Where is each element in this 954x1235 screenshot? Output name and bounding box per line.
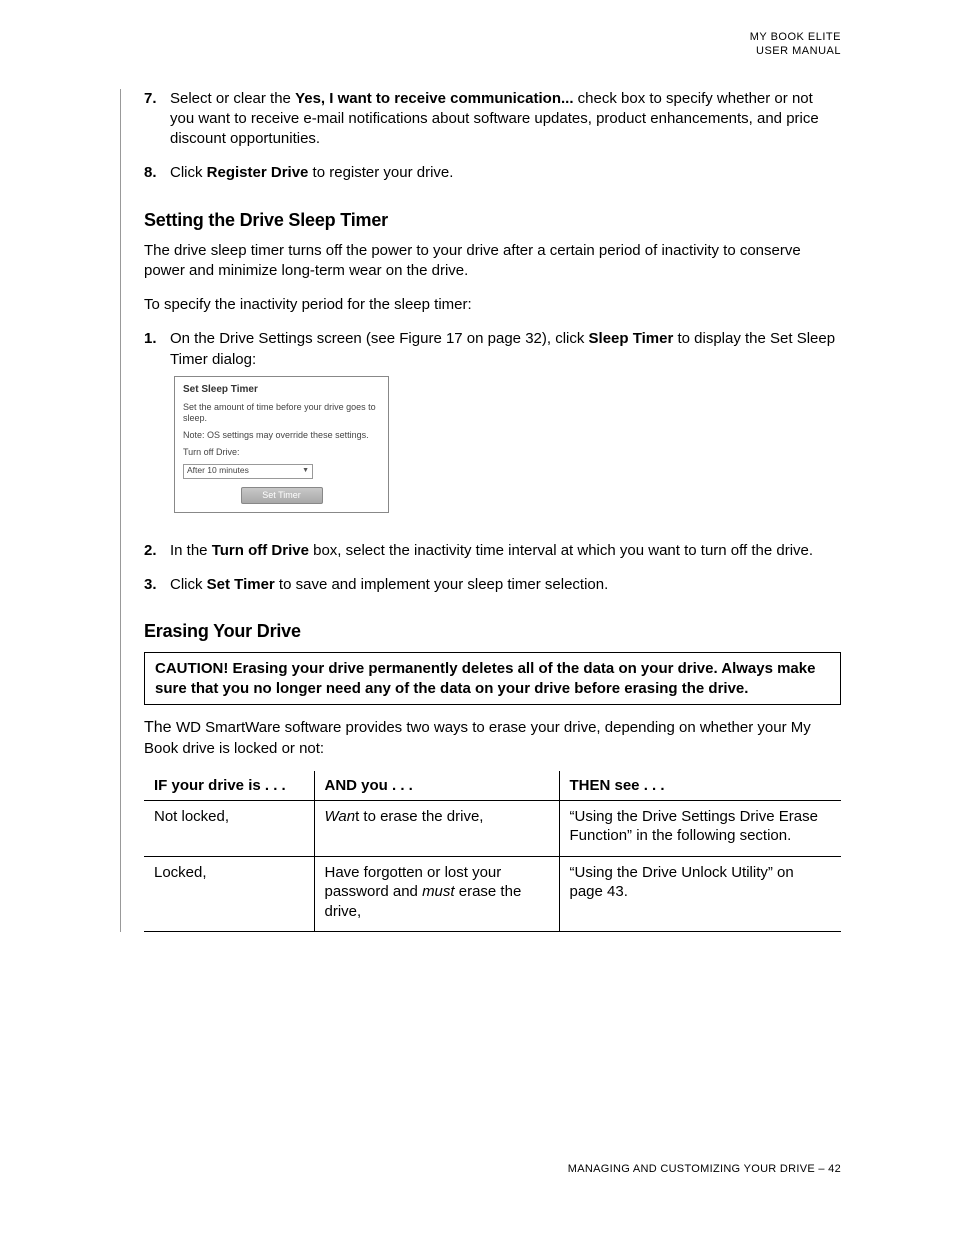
step-8: 8. Click Register Drive to register your… [144,163,841,183]
step-body: On the Drive Settings screen (see Figure… [170,329,841,526]
table-header-if: IF your drive is . . . [144,771,314,801]
page-footer: MANAGING AND CUSTOMIZING YOUR DRIVE – 42 [568,1163,841,1175]
page-header: MY BOOK ELITE USER MANUAL [143,30,841,59]
header-line2: USER MANUAL [756,45,841,57]
table-row: Locked, Have forgotten or lost your pass… [144,856,841,932]
turn-off-drive-select[interactable]: After 10 minutes ▼ [183,464,313,479]
sleep-paragraph-1: The drive sleep timer turns off the powe… [144,241,841,282]
dialog-text-2: Note: OS settings may override these set… [183,430,380,441]
sleep-step-3: 3. Click Set Timer to save and implement… [144,575,841,595]
step-body: In the Turn off Drive box, select the in… [170,541,841,561]
dialog-title: Set Sleep Timer [183,383,380,397]
cell-then-2: “Using the Drive Unlock Utility” on page… [559,856,841,932]
select-value: After 10 minutes [187,465,249,476]
heading-sleep-timer: Setting the Drive Sleep Timer [144,210,841,231]
chevron-down-icon: ▼ [302,466,309,475]
caution-box: CAUTION! Erasing your drive permanently … [144,652,841,705]
sleep-paragraph-2: To specify the inactivity period for the… [144,295,841,315]
step-body: Select or clear the Yes, I want to recei… [170,89,841,150]
checkbox-label-bold: Yes, I want to receive communication... [295,90,573,107]
step-number: 7. [144,89,170,150]
step-number: 1. [144,329,170,526]
step-body: Click Register Drive to register your dr… [170,163,841,183]
step-body: Click Set Timer to save and implement yo… [170,575,841,595]
cell-if-2: Locked, [144,856,314,932]
header-line1: MY BOOK ELITE [750,31,841,43]
sleep-step-2: 2. In the Turn off Drive box, select the… [144,541,841,561]
set-sleep-timer-dialog: Set Sleep Timer Set the amount of time b… [174,376,389,513]
dialog-text-1: Set the amount of time before your drive… [183,402,380,424]
table-header-then: THEN see . . . [559,771,841,801]
sleep-step-1: 1. On the Drive Settings screen (see Fig… [144,329,841,526]
sleep-timer-bold: Sleep Timer [589,330,674,347]
step-number: 2. [144,541,170,561]
step-number: 8. [144,163,170,183]
cell-if-1: Not locked, [144,800,314,856]
erase-intro: The WD SmartWare software provides two w… [144,717,841,759]
table-row: Not locked, Want to erase the drive, “Us… [144,800,841,856]
decision-table: IF your drive is . . . AND you . . . THE… [144,771,841,933]
heading-erasing-drive: Erasing Your Drive [144,621,841,642]
set-timer-bold: Set Timer [207,576,275,593]
step-number: 3. [144,575,170,595]
register-drive-bold: Register Drive [207,164,309,181]
cell-and-2: Have forgotten or lost your password and… [314,856,559,932]
cell-and-1: Want to erase the drive, [314,800,559,856]
set-timer-button[interactable]: Set Timer [241,487,323,504]
step-7: 7. Select or clear the Yes, I want to re… [144,89,841,150]
turn-off-drive-bold: Turn off Drive [212,542,309,559]
cell-then-1: “Using the Drive Settings Drive Erase Fu… [559,800,841,856]
table-header-and: AND you . . . [314,771,559,801]
dialog-label: Turn off Drive: [183,447,380,458]
